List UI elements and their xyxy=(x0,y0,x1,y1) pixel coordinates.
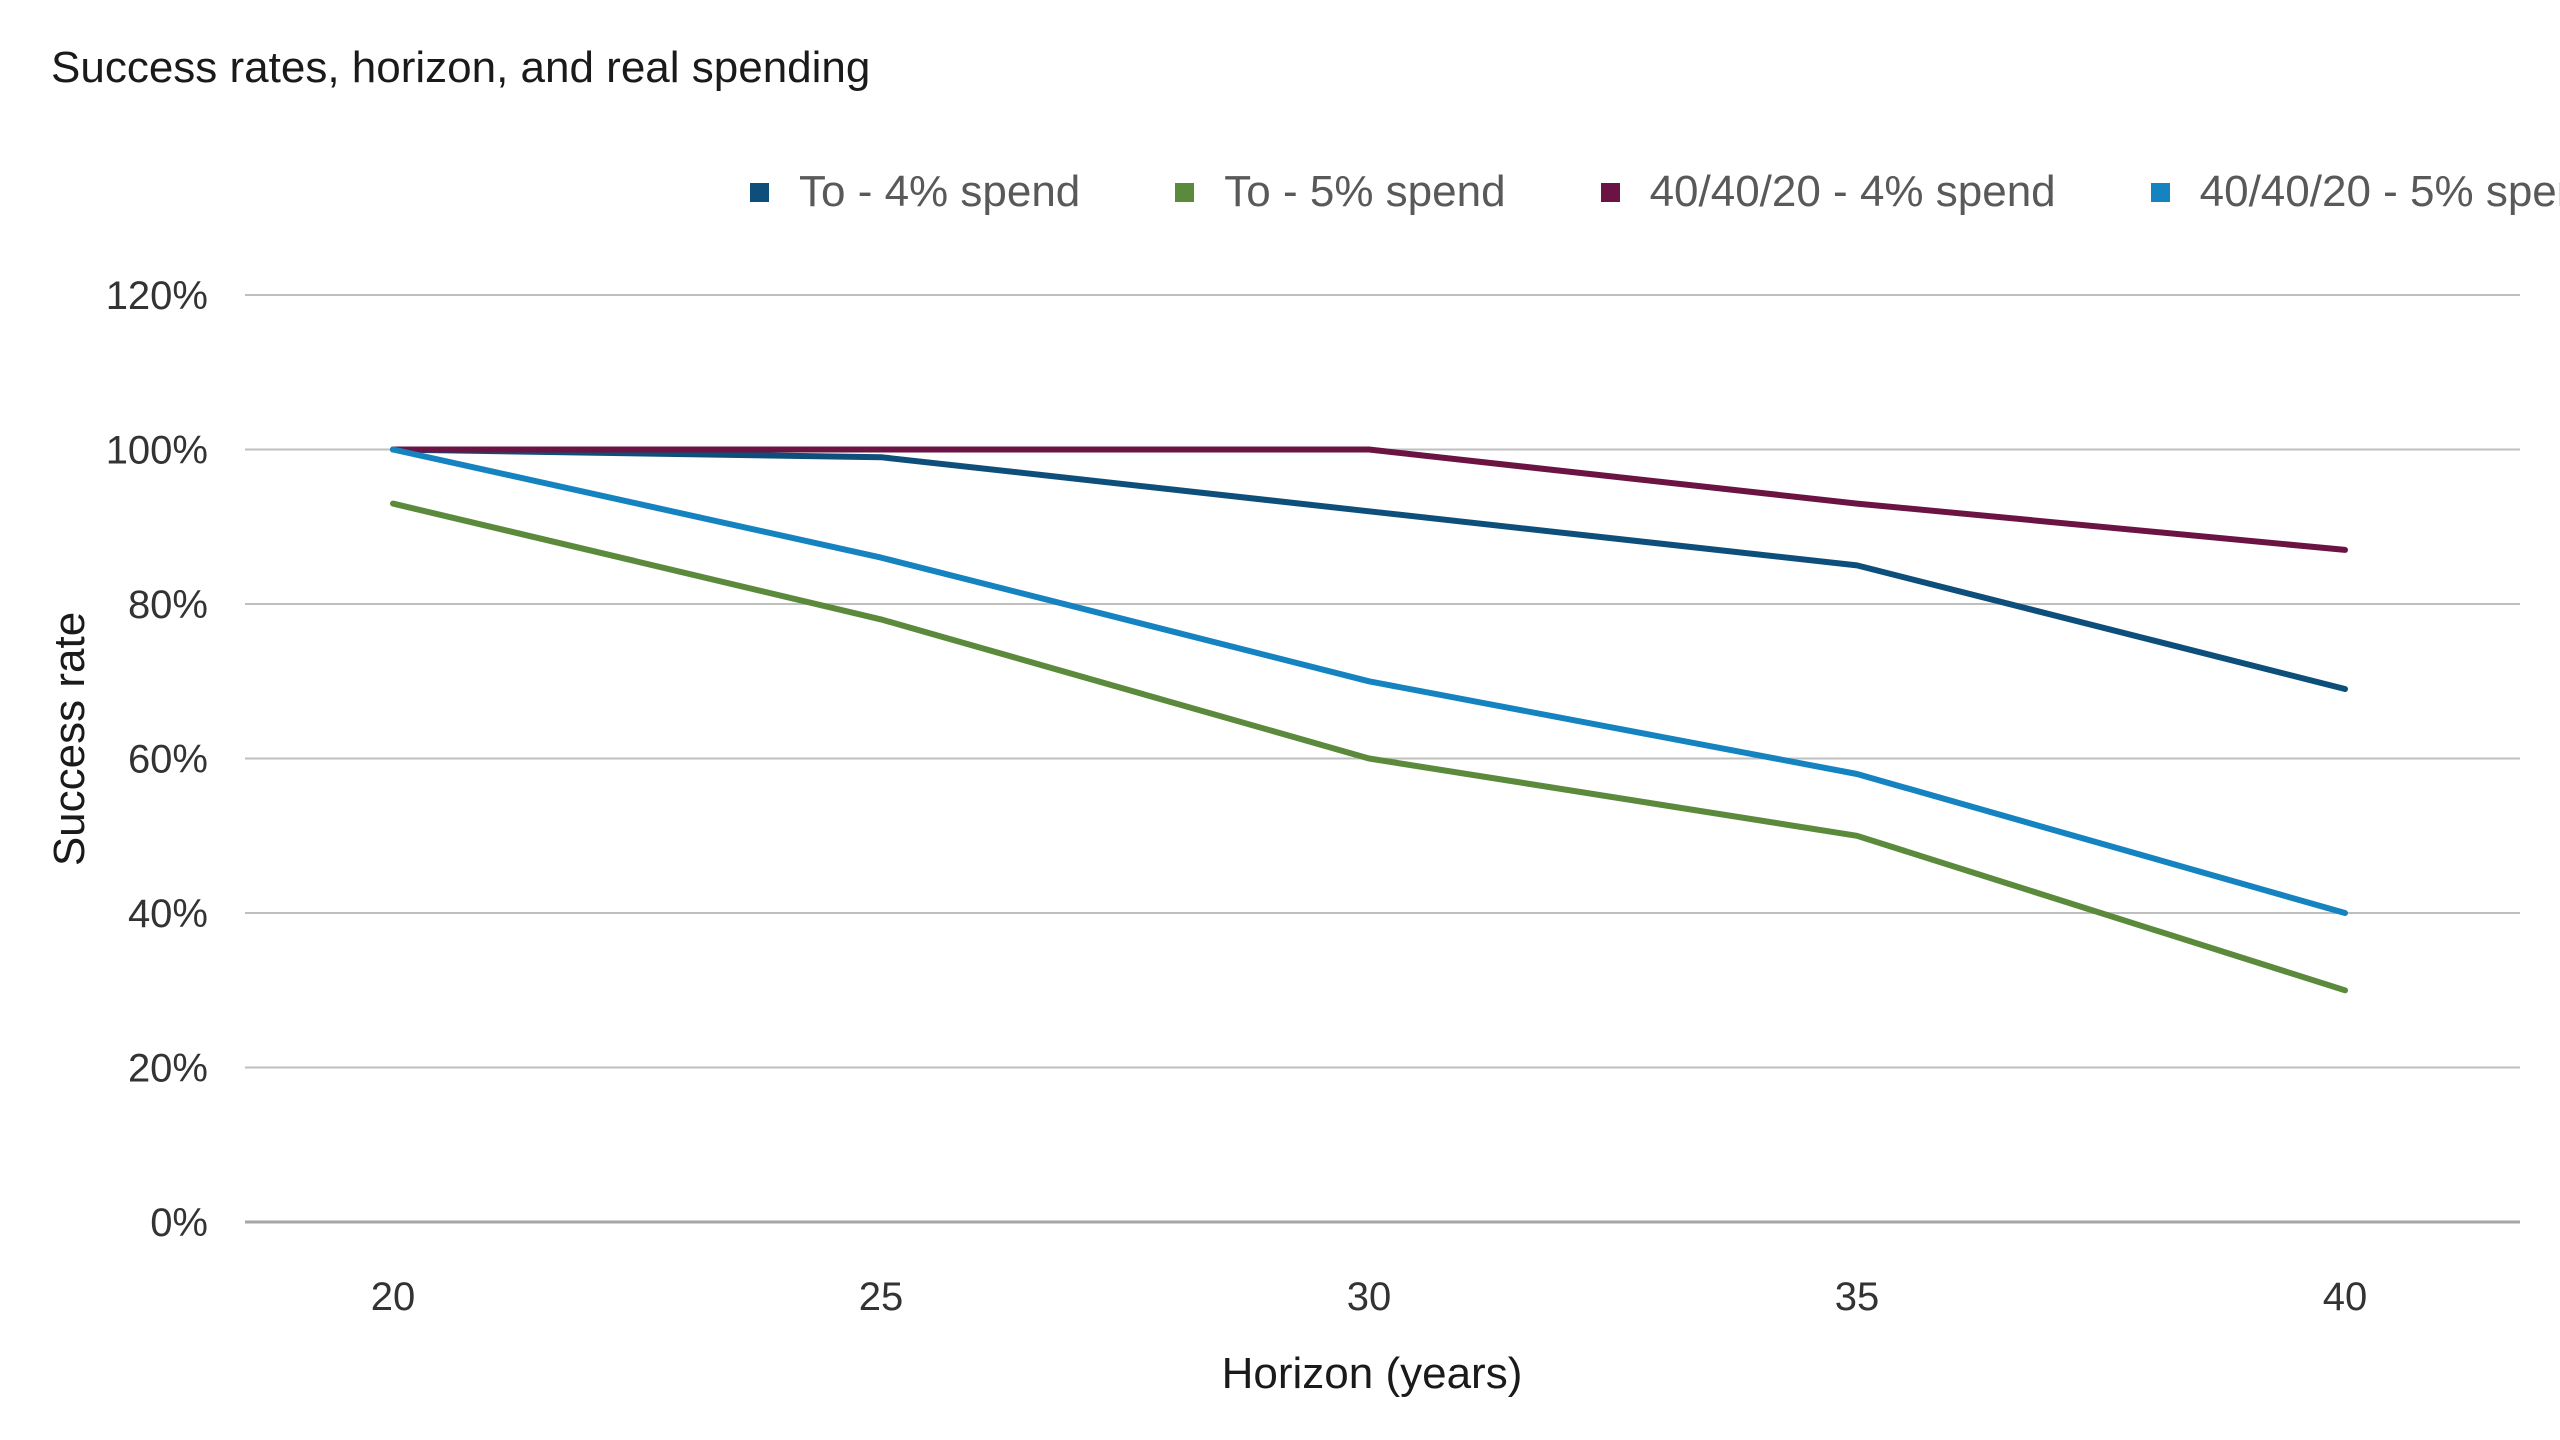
chart-title: Success rates, horizon, and real spendin… xyxy=(51,43,871,92)
y-axis-ticks: 0% 20% 40% 60% 80% 100% 120% xyxy=(106,274,208,1245)
series-line-1 xyxy=(390,500,2348,994)
x-tick-label: 35 xyxy=(1835,1275,1880,1319)
y-tick-label: 20% xyxy=(128,1047,208,1091)
y-tick-label: 0% xyxy=(150,1201,208,1245)
x-tick-label: 20 xyxy=(371,1275,416,1319)
legend-item-40-40-20-4-spend: 40/40/20 - 4% spend xyxy=(1600,167,2056,217)
y-tick-label: 60% xyxy=(128,738,208,782)
legend-swatch-square-icon xyxy=(1175,182,1195,202)
x-axis-ticks: 20 25 30 35 40 xyxy=(371,1275,2368,1319)
legend-item-to-4-spend: To - 4% spend xyxy=(750,167,1080,217)
series-line-2 xyxy=(390,446,2348,553)
x-axis-label: Horizon (years) xyxy=(1222,1349,1523,1398)
series-line-3 xyxy=(390,446,2348,916)
y-tick-label: 120% xyxy=(106,274,208,318)
legend: To - 4% spend To - 5% spend 40/40/20 - 4… xyxy=(750,162,2560,222)
series-lines xyxy=(390,446,2348,994)
legend-swatch-square-icon xyxy=(2150,182,2170,202)
legend-label: 40/40/20 - 5% spend xyxy=(2199,167,2560,216)
x-tick-label: 30 xyxy=(1347,1275,1392,1319)
x-tick-label: 40 xyxy=(2323,1275,2368,1319)
y-tick-label: 80% xyxy=(128,583,208,627)
x-tick-label: 25 xyxy=(859,1275,904,1319)
legend-swatch-square-icon xyxy=(750,182,769,202)
legend-label: 40/40/20 - 4% spend xyxy=(1649,167,2056,216)
legend-label: To - 5% spend xyxy=(1224,167,1506,216)
y-axis-label: Success rate xyxy=(45,612,94,866)
y-tick-label: 40% xyxy=(128,892,208,936)
legend-item-40-40-20-5-spend: 40/40/20 - 5% spend xyxy=(2150,167,2560,217)
legend-swatch-square-icon xyxy=(1600,182,1620,202)
legend-item-to-5-spend: To - 5% spend xyxy=(1175,167,1506,217)
legend-label: To - 4% spend xyxy=(799,167,1081,216)
series-line-0 xyxy=(390,446,2348,692)
y-tick-label: 100% xyxy=(106,429,208,473)
